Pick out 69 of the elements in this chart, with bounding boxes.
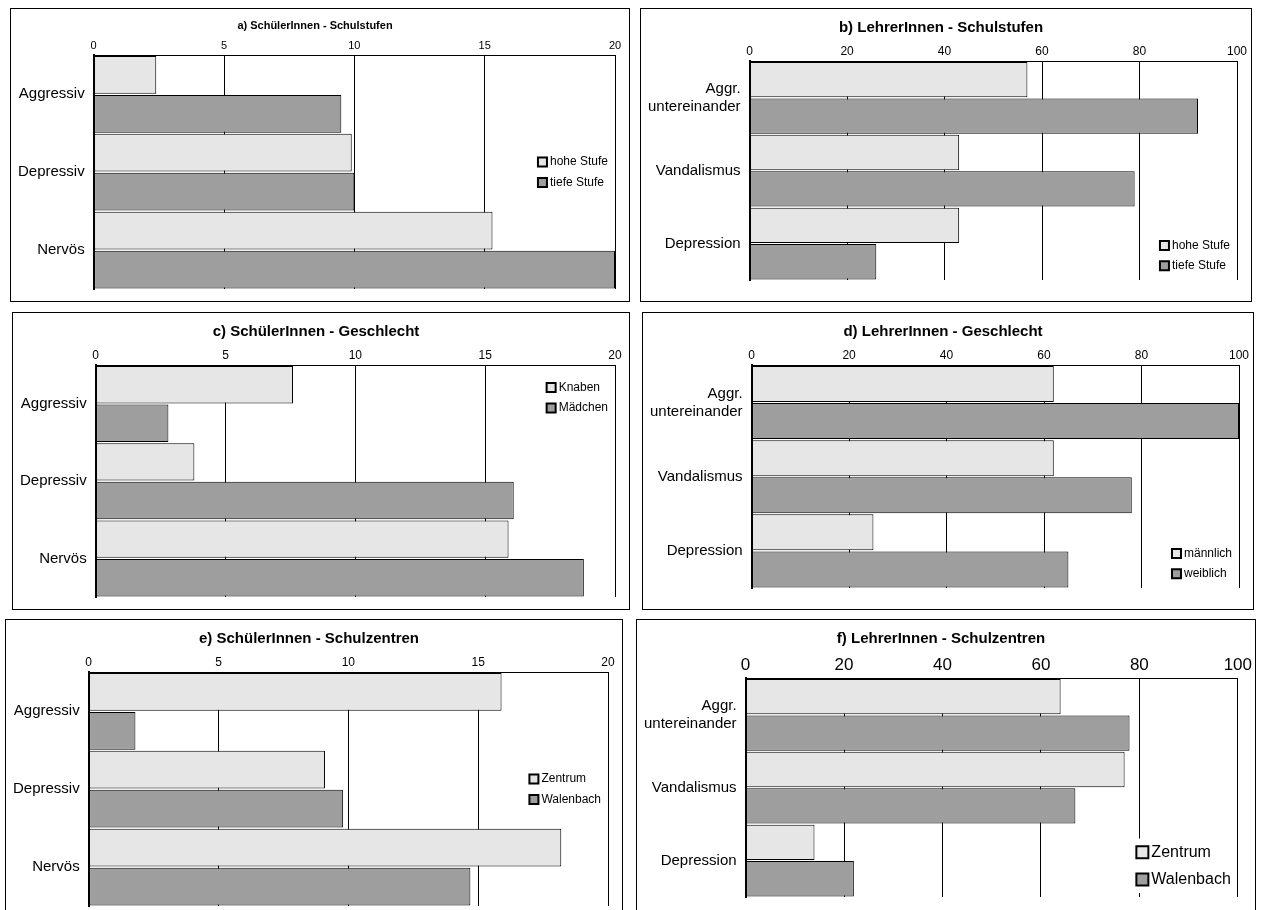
x-tick-label: 40 <box>939 347 954 362</box>
legend-label: tiefe Stufe <box>549 174 605 189</box>
x-tick-label: 0 <box>748 347 756 362</box>
x-tick-label: 80 <box>1132 43 1147 58</box>
y-tick-label: Aggressiv <box>18 84 86 102</box>
legend-label: Mädchen <box>558 400 609 415</box>
chart-title: d) LehrerInnen - Geschlecht <box>843 322 1043 340</box>
x-tick-label: 100 <box>1228 347 1250 362</box>
legend-label: Zentrum <box>1151 842 1211 860</box>
x-tick-label: 20 <box>840 43 855 58</box>
x-tick-label: 0 <box>740 654 751 674</box>
x-tick-label: 0 <box>746 43 754 58</box>
chart-title: e) SchülerInnen - Schulzentren <box>198 629 420 647</box>
legend-label: Zentrum <box>541 771 587 786</box>
chart-title: f) LehrerInnen - Schulzentren <box>836 629 1046 647</box>
x-tick-label: 0 <box>92 347 100 362</box>
y-tick-label: Nervös <box>37 240 85 258</box>
y-tick-label: Depression <box>666 541 743 559</box>
chart-title: b) LehrerInnen - Schulstufen <box>838 18 1044 36</box>
x-tick-label: 5 <box>220 38 228 51</box>
legend-label: tiefe Stufe <box>1171 258 1227 273</box>
x-tick-label: 15 <box>478 38 491 51</box>
x-tick-label: 60 <box>1031 654 1051 674</box>
x-tick-label: 15 <box>478 347 493 362</box>
y-tick-label: Vandalismus <box>651 777 737 795</box>
x-tick-label: 40 <box>933 654 952 674</box>
x-tick-label: 20 <box>608 38 622 51</box>
y-tick-label: Vandalismus <box>657 466 743 484</box>
chart-title: a) SchülerInnen - Schulstufen <box>237 18 393 31</box>
y-tick-label: Aggressiv <box>13 701 81 719</box>
y-tick-label: Aggr. untereinander <box>649 383 743 419</box>
y-tick-label: Nervös <box>32 857 80 875</box>
x-tick-label: 40 <box>937 43 952 58</box>
x-tick-label: 15 <box>471 654 486 669</box>
y-tick-label: Aggr. untereinander <box>647 78 741 114</box>
x-tick-label: 100 <box>1223 654 1253 674</box>
x-tick-label: 20 <box>601 654 615 669</box>
legend-label: hohe Stufe <box>1171 237 1231 252</box>
x-tick-label: 10 <box>348 38 361 51</box>
legend-label: hohe Stufe <box>549 154 609 169</box>
x-tick-label: 0 <box>85 654 93 669</box>
x-tick-label: 60 <box>1035 43 1050 58</box>
chart-title: c) SchülerInnen - Geschlecht <box>212 322 420 340</box>
y-tick-label: Depressiv <box>13 779 81 797</box>
legend-label: Walenbach <box>1151 869 1231 887</box>
x-tick-label: 5 <box>222 347 230 362</box>
legend-label: männlich <box>1183 545 1233 560</box>
x-tick-label: 20 <box>842 347 857 362</box>
x-tick-label: 20 <box>608 347 622 362</box>
x-tick-label: 80 <box>1134 347 1149 362</box>
y-tick-label: Depressiv <box>18 162 86 180</box>
y-tick-label: Nervös <box>39 548 87 566</box>
y-tick-label: Aggressiv <box>20 394 88 412</box>
y-tick-label: Vandalismus <box>655 160 741 178</box>
y-tick-label: Aggr. untereinander <box>643 695 737 731</box>
x-tick-label: 20 <box>834 654 854 674</box>
legend-label: weiblich <box>1182 566 1227 581</box>
x-tick-label: 10 <box>341 654 356 669</box>
x-tick-label: 0 <box>90 38 97 51</box>
y-tick-label: Depressiv <box>20 471 88 489</box>
x-tick-label: 100 <box>1226 43 1248 58</box>
legend-label: Knaben <box>558 379 601 394</box>
x-tick-label: 5 <box>215 654 223 669</box>
legend-label: Walenbach <box>541 791 601 806</box>
x-tick-label: 80 <box>1129 654 1149 674</box>
x-tick-label: 60 <box>1037 347 1052 362</box>
x-tick-label: 10 <box>348 347 363 362</box>
y-tick-label: Depression <box>664 233 741 251</box>
y-tick-label: Depression <box>660 850 737 868</box>
